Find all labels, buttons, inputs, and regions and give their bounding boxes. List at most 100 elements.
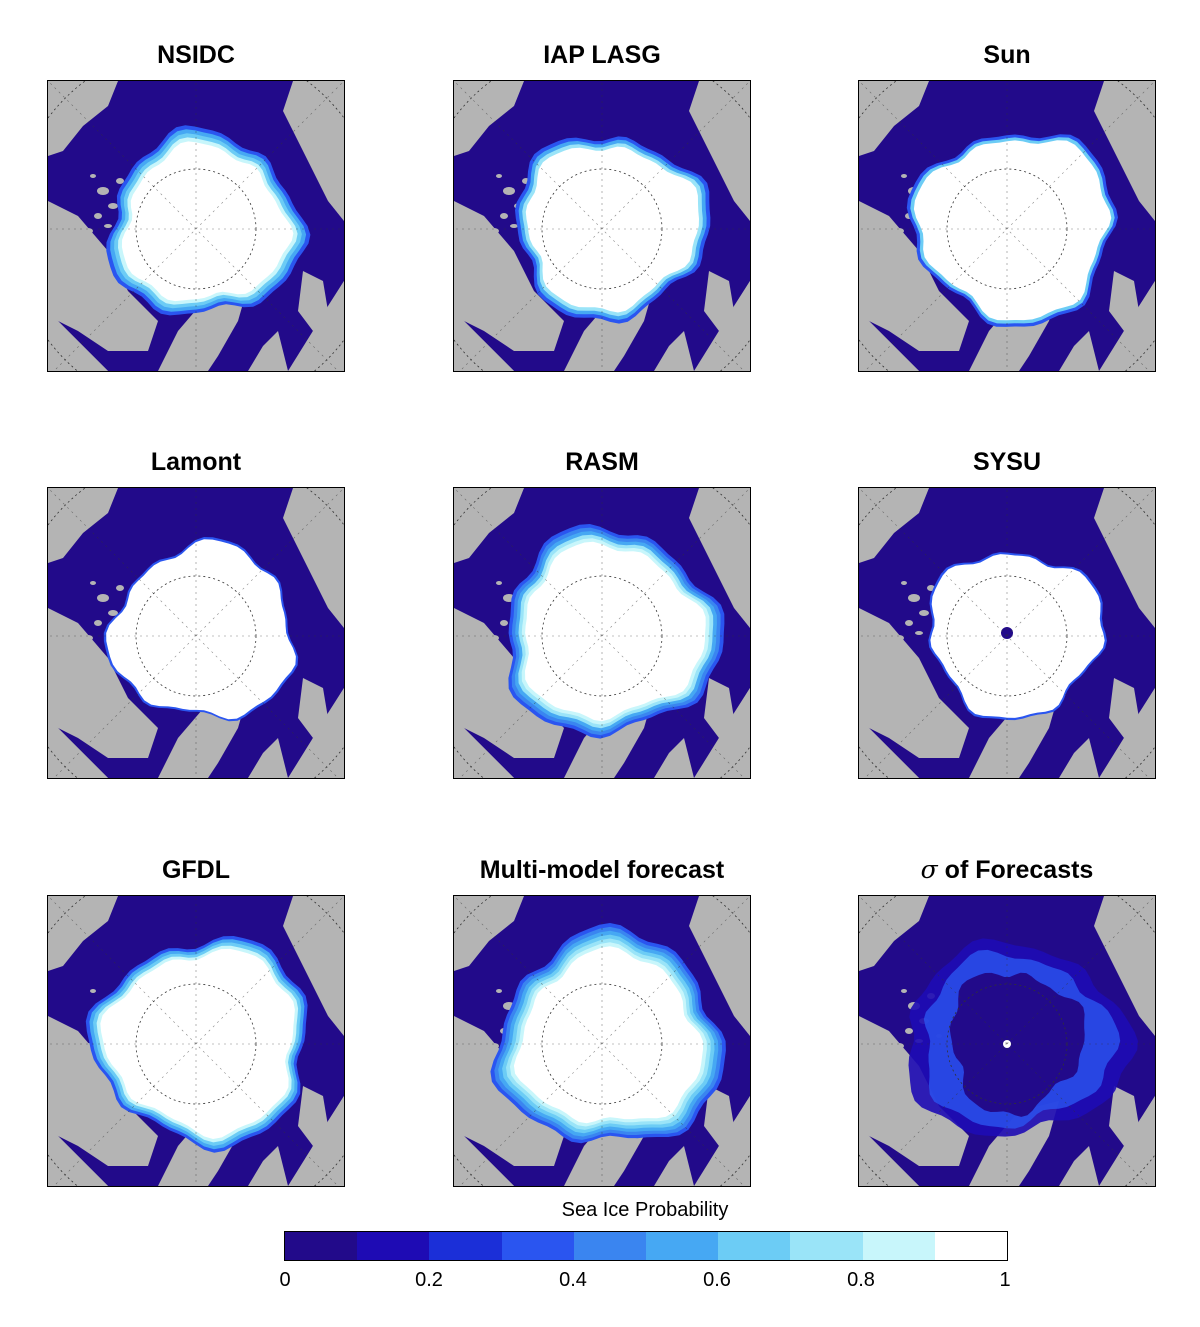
- landmass: [859, 718, 919, 778]
- island: [510, 224, 518, 228]
- colorbar-tick-label: 0.6: [703, 1269, 731, 1291]
- landmass: [48, 718, 108, 778]
- landmass: [654, 738, 694, 778]
- landmass: [248, 738, 288, 778]
- landmass: [859, 201, 969, 351]
- colorbar-segment: [357, 1232, 430, 1260]
- landmass: [709, 688, 750, 778]
- landmass: [1114, 1096, 1155, 1186]
- landmass: [48, 201, 158, 351]
- landmass: [158, 286, 248, 371]
- landmass: [1114, 281, 1155, 371]
- colorbar-segment: [862, 1232, 935, 1260]
- panel-sun: Sun: [858, 40, 1156, 372]
- colorbar-segment: [718, 1232, 791, 1260]
- landmass: [454, 1126, 514, 1186]
- map-canvas: [859, 488, 1155, 778]
- island: [915, 631, 923, 635]
- colorbar-title: Sea Ice Probability: [561, 1199, 729, 1221]
- meridian-line: [459, 896, 750, 1186]
- island: [905, 1028, 913, 1034]
- panel-title: IAP LASG: [543, 41, 661, 69]
- arctic-map: [858, 487, 1156, 779]
- landmass: [1059, 738, 1099, 778]
- landmass: [298, 271, 328, 331]
- island: [90, 174, 96, 178]
- sea-ice-core: [106, 539, 296, 720]
- panel-title: Multi-model forecast: [479, 856, 725, 884]
- sea-ice-core: [121, 141, 294, 302]
- island: [901, 989, 907, 993]
- sea-ice-core: [525, 541, 706, 722]
- landmass: [303, 1096, 344, 1186]
- island: [894, 228, 904, 234]
- map-canvas: [454, 81, 750, 371]
- meridian-line: [53, 896, 344, 1186]
- meridian-line: [53, 81, 344, 371]
- pole-hole: [1001, 627, 1013, 639]
- landmass: [859, 488, 929, 563]
- landmass: [48, 488, 118, 563]
- landmass: [654, 331, 694, 371]
- colorbar-segment: [934, 1232, 1008, 1260]
- panel-title: GFDL: [161, 856, 231, 884]
- landmass: [298, 678, 328, 738]
- sea-ice-core: [100, 948, 295, 1139]
- landmass: [1059, 331, 1099, 371]
- island: [94, 620, 102, 626]
- island: [489, 228, 499, 234]
- landmass: [298, 1086, 328, 1146]
- island: [116, 178, 124, 184]
- island: [108, 203, 118, 209]
- landmass: [48, 81, 118, 156]
- landmass: [48, 1126, 108, 1186]
- island: [108, 610, 118, 616]
- panel-rasm: RASM: [453, 447, 751, 779]
- map-canvas: [859, 896, 1155, 1186]
- landmass: [704, 271, 734, 331]
- landmass: [1109, 271, 1139, 331]
- map-canvas: [454, 488, 750, 778]
- landmass: [1094, 896, 1155, 1036]
- sea-ice-core: [513, 946, 704, 1124]
- colorbar-segment: [573, 1232, 647, 1260]
- meridian-line: [459, 81, 750, 371]
- island: [503, 187, 515, 195]
- low-uncertainty-core: [949, 972, 1085, 1117]
- island: [919, 610, 929, 616]
- landmass: [1114, 688, 1155, 778]
- island: [97, 594, 109, 602]
- panel-nsidc: NSIDC: [47, 40, 345, 372]
- landmass: [859, 81, 929, 156]
- landmass: [454, 896, 524, 971]
- panel-title: Lamont: [150, 448, 242, 476]
- meridian-line: [459, 488, 750, 778]
- landmass: [283, 488, 344, 628]
- landmass: [1094, 488, 1155, 628]
- island: [83, 228, 93, 234]
- panel-title-text: of Forecasts: [937, 856, 1094, 884]
- map-canvas: [48, 488, 344, 778]
- island: [500, 620, 508, 626]
- colorbar-segment: [646, 1232, 719, 1260]
- island: [116, 585, 124, 591]
- island: [908, 594, 920, 602]
- colorbar-tick-label: 1: [999, 1269, 1011, 1291]
- island: [83, 635, 93, 641]
- map-canvas: [454, 896, 750, 1186]
- island: [894, 1043, 904, 1049]
- colorbar-tick-label: 0.2: [415, 1269, 443, 1291]
- landmass: [859, 608, 969, 758]
- panel-title: SYSU: [972, 448, 1042, 476]
- island: [94, 213, 102, 219]
- landmass: [654, 1146, 694, 1186]
- landmass: [454, 81, 524, 156]
- landmass: [1059, 1146, 1099, 1186]
- colorbar: [284, 1231, 1008, 1261]
- colorbar-segment: [285, 1232, 358, 1260]
- panel-sysu: SYSU: [858, 447, 1156, 779]
- map-canvas: [859, 81, 1155, 371]
- island: [104, 224, 112, 228]
- panel-lamont: Lamont: [47, 447, 345, 779]
- landmass: [709, 281, 750, 371]
